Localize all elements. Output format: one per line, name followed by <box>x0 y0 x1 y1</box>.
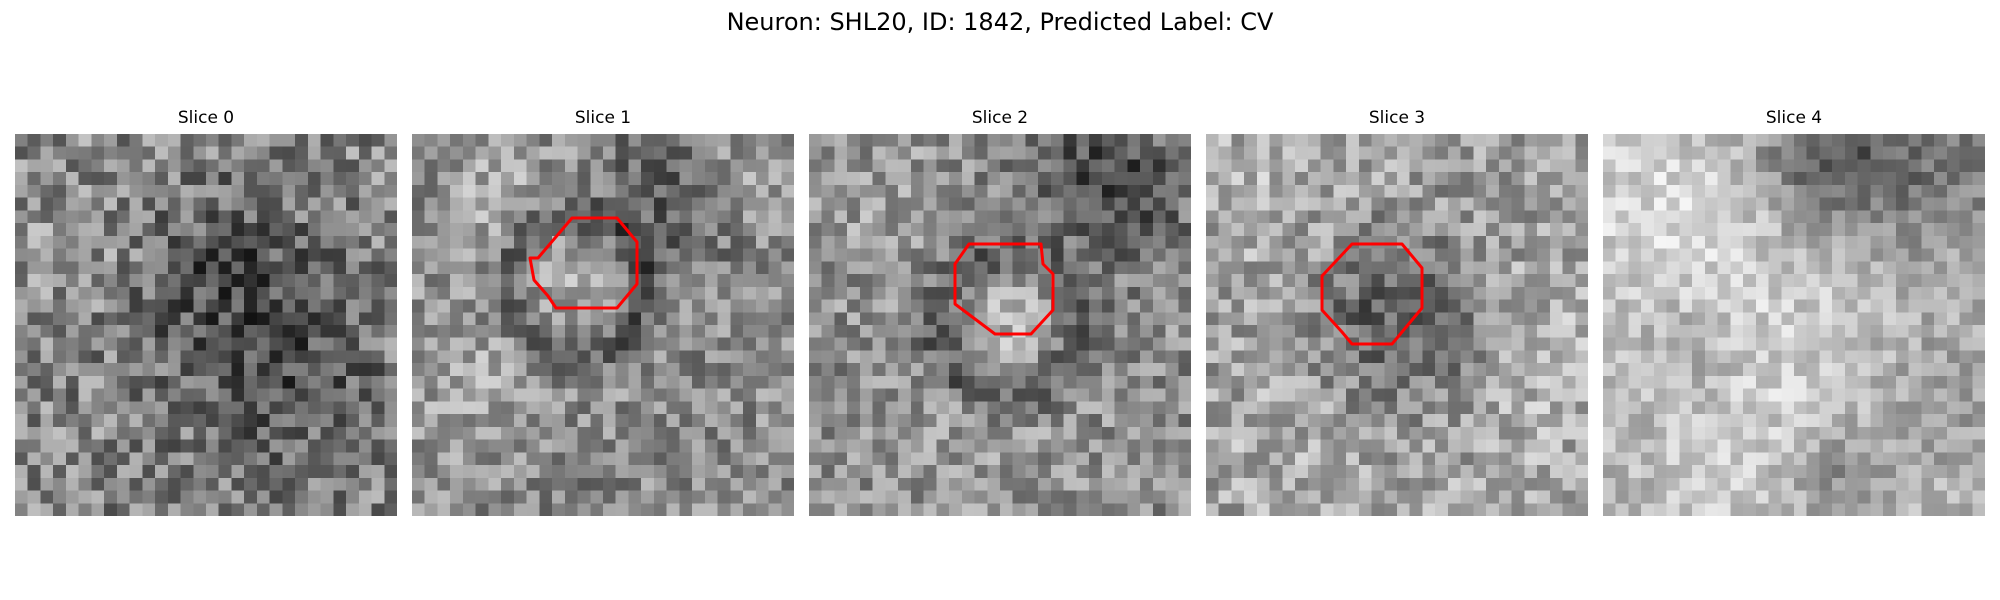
slice-2-contour-layer <box>953 242 1055 336</box>
slice-title: Slice 0 <box>177 108 235 128</box>
slice-image <box>1206 134 1588 516</box>
slice-3-image <box>1206 134 1588 516</box>
slice-3-contour-layer <box>1320 242 1424 346</box>
slice-title: Slice 1 <box>574 108 632 128</box>
slice-image <box>412 134 794 516</box>
slice-0-image <box>15 134 397 516</box>
slice-2-image <box>809 134 1191 516</box>
slice-3-contour <box>1320 242 1424 346</box>
slice-panel-2: Slice 2 <box>809 108 1191 518</box>
slice-title: Slice 4 <box>1765 108 1823 128</box>
figure-title: Neuron: SHL20, ID: 1842, Predicted Label… <box>726 8 1274 36</box>
slice-title: Slice 3 <box>1368 108 1426 128</box>
slice-4-image <box>1603 134 1985 516</box>
slice-image <box>809 134 1191 516</box>
slice-image <box>15 134 397 516</box>
slice-image <box>1603 134 1985 516</box>
slice-panel-1: Slice 1 <box>412 108 794 518</box>
slice-1-contour <box>528 216 639 310</box>
slice-1-image <box>412 134 794 516</box>
slice-2-contour <box>953 242 1055 336</box>
slice-panel-0: Slice 0 <box>15 108 397 518</box>
slice-panel-4: Slice 4 <box>1603 108 1985 518</box>
slice-title: Slice 2 <box>971 108 1029 128</box>
slice-panel-3: Slice 3 <box>1206 108 1588 518</box>
slice-1-contour-layer <box>528 216 639 310</box>
